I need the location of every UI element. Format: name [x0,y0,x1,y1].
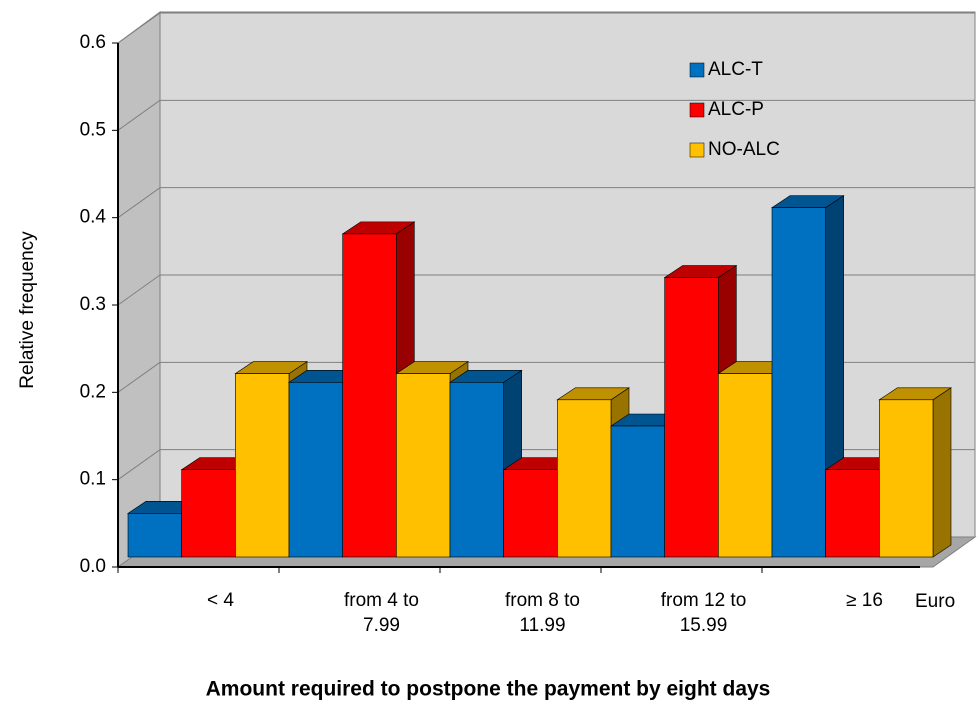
legend-label: ALC-T [708,59,763,80]
bar [342,233,397,558]
bar [503,469,558,558]
bar [825,469,880,558]
grid-line [117,274,161,306]
y-tick-label: 0.6 [80,32,106,53]
grid-line [117,449,161,481]
grid-line [117,99,161,131]
bar [127,513,182,558]
y-tick-label: 0.5 [80,119,106,140]
bar-side [932,387,952,558]
bar [718,373,773,558]
x-tick-label: from 12 to 15.99 [660,590,747,636]
bar [771,207,826,558]
y-tick-label: 0.0 [80,556,106,577]
y-tick-label: 0.3 [80,294,106,315]
legend-swatch [689,62,705,78]
bar [610,425,665,558]
x-unit: Euro [915,591,955,612]
bar [879,399,934,558]
grid-line [117,187,161,219]
legend-label: ALC-P [708,99,764,120]
bar [288,382,343,558]
bar [557,399,612,558]
y-tick-label: 0.1 [80,469,106,490]
x-tick-label: from 4 to 7.99 [344,590,419,636]
bar [449,382,504,558]
bar [235,373,290,558]
legend-swatch [689,142,705,158]
bar [396,373,451,558]
grid-line [117,12,161,44]
y-tick-label: 0.2 [80,381,106,402]
y-axis-title: Relative frequency [17,231,38,389]
legend-label: NO-ALC [708,139,780,160]
bar [181,469,236,558]
bar [664,277,719,558]
x-tick-label: ≥ 16 [846,590,883,611]
x-axis-title: Amount required to postpone the payment … [206,678,771,701]
x-tick-label: < 4 [207,590,234,611]
legend-swatch [689,102,705,118]
x-tick-label: from 8 to 11.99 [505,590,580,636]
y-tick-label: 0.4 [80,207,107,228]
grid-line [117,361,161,393]
